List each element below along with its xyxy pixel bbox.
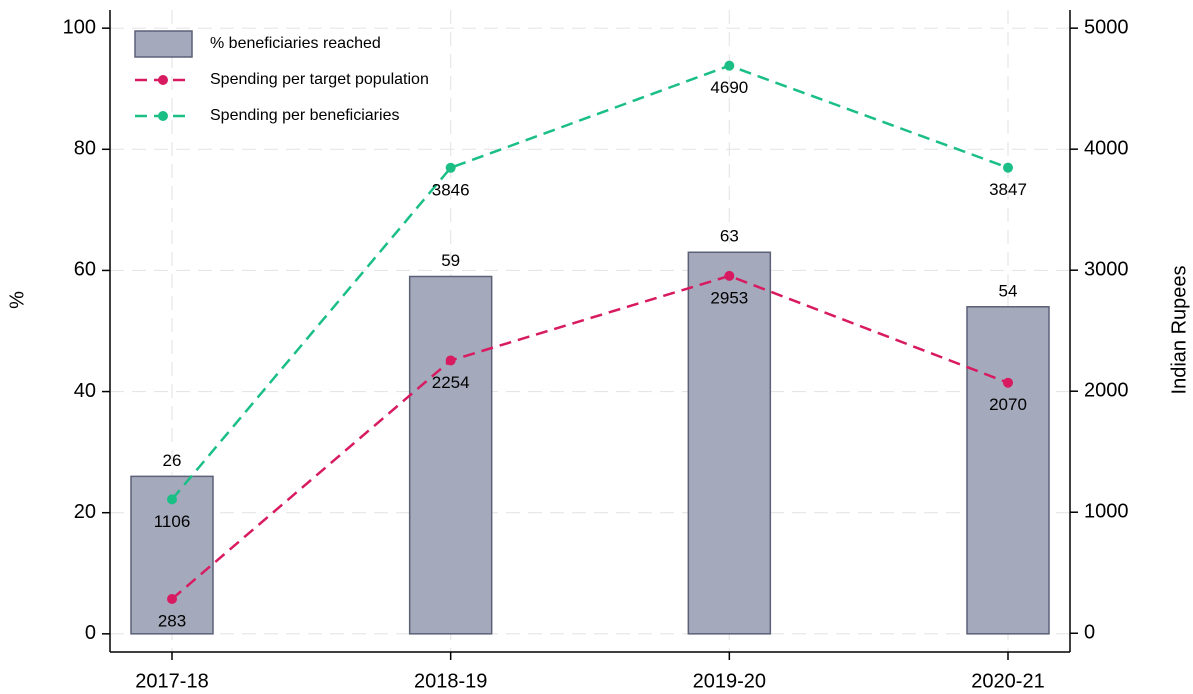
point	[724, 270, 735, 281]
line	[171, 64, 1009, 501]
bar	[966, 306, 1050, 635]
legend-marker	[158, 75, 168, 85]
point-label: 2070	[989, 395, 1027, 414]
y-tick-label: 40	[74, 380, 96, 402]
point-label: 4690	[710, 78, 748, 97]
y2-tick-label: 0	[1084, 622, 1095, 644]
bar-label: 26	[163, 451, 182, 470]
point-label: 2953	[710, 288, 748, 307]
y-tick-label: 80	[74, 138, 96, 160]
legend-label: Spending per beneficiaries	[210, 107, 399, 124]
legend-label: % beneficiaries reached	[210, 35, 381, 52]
point	[167, 494, 177, 505]
y-tick-label: 60	[74, 259, 96, 281]
bar	[408, 275, 493, 635]
point	[445, 162, 456, 173]
bar-label: 54	[999, 281, 1018, 300]
bar-label: 63	[720, 227, 739, 246]
point	[167, 593, 177, 604]
y-tick-label: 100	[63, 16, 96, 38]
y-tick-label: 0	[85, 622, 96, 644]
y2-tick-label: 2000	[1084, 379, 1129, 401]
x-tick-label: 2018-19	[414, 670, 487, 692]
point-label: 283	[158, 611, 186, 630]
bar-label: 59	[441, 251, 460, 270]
legend-swatch	[134, 30, 193, 58]
point-label: 3847	[989, 180, 1027, 199]
legend-label: Spending per target population	[210, 71, 429, 88]
point	[1003, 162, 1013, 173]
bar	[687, 251, 772, 635]
y2-axis-label: Indian Rupees	[1168, 266, 1190, 395]
y2-tick-label: 3000	[1084, 258, 1129, 280]
x-tick-label: 2019-20	[693, 670, 766, 692]
point-label: 2254	[432, 373, 470, 392]
point	[1003, 377, 1013, 388]
legend-marker	[158, 111, 168, 121]
point-label: 3846	[432, 180, 470, 199]
point	[724, 60, 735, 71]
x-tick-label: 2020-21	[971, 670, 1044, 692]
point	[445, 355, 456, 366]
y2-tick-label: 4000	[1084, 137, 1129, 159]
y2-tick-label: 1000	[1084, 501, 1129, 523]
x-tick-label: 2017-18	[135, 670, 208, 692]
y-axis-label: %	[6, 291, 28, 309]
y-tick-label: 20	[74, 501, 96, 523]
line	[171, 274, 1009, 600]
y2-tick-label: 5000	[1084, 16, 1129, 38]
point-label: 1106	[154, 512, 191, 531]
